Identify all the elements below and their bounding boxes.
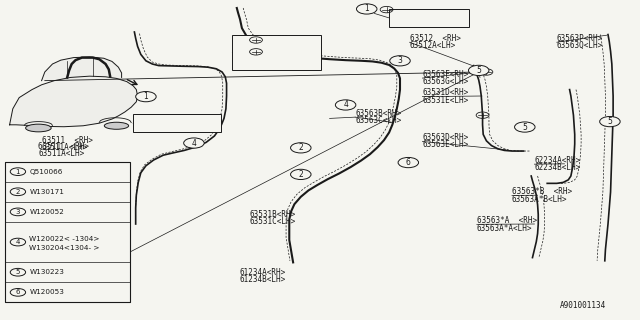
Text: W130171: W130171 <box>29 189 64 195</box>
Text: 4: 4 <box>191 139 196 148</box>
Circle shape <box>600 116 620 127</box>
Text: 63563F<RH>: 63563F<RH> <box>422 70 468 79</box>
Text: 63563E<LH>: 63563E<LH> <box>422 140 468 149</box>
Text: 63531D<RH>: 63531D<RH> <box>422 88 468 97</box>
Text: 1: 1 <box>143 92 148 101</box>
Text: 2: 2 <box>16 189 20 195</box>
Text: 3: 3 <box>397 56 403 65</box>
Text: 4: 4 <box>16 239 20 245</box>
Text: 63563A*B<LH>: 63563A*B<LH> <box>512 195 568 204</box>
Circle shape <box>291 143 311 153</box>
Text: 63562A*D<LH>: 63562A*D<LH> <box>237 62 292 71</box>
Ellipse shape <box>104 122 129 129</box>
Text: 63512  <RH>: 63512 <RH> <box>410 34 460 43</box>
Text: W120052: W120052 <box>29 209 64 215</box>
Text: 62234A<RH>: 62234A<RH> <box>534 156 580 165</box>
Text: A901001134: A901001134 <box>560 301 606 310</box>
Circle shape <box>10 168 26 175</box>
Text: 63563P<RH>: 63563P<RH> <box>557 34 603 43</box>
Circle shape <box>335 100 356 110</box>
Text: 63562A*B<LH>: 63562A*B<LH> <box>138 124 193 133</box>
Circle shape <box>10 289 26 296</box>
FancyBboxPatch shape <box>389 9 469 27</box>
Text: 63563C<LH>: 63563C<LH> <box>355 116 401 125</box>
Text: 63563*B  <RH>: 63563*B <RH> <box>512 188 572 196</box>
Text: 4: 4 <box>343 100 348 109</box>
Polygon shape <box>42 57 122 81</box>
Circle shape <box>468 65 489 76</box>
Circle shape <box>136 92 156 102</box>
Circle shape <box>184 138 204 148</box>
Circle shape <box>10 268 26 276</box>
Text: 2: 2 <box>298 143 303 152</box>
Text: 5: 5 <box>16 269 20 275</box>
Text: 5: 5 <box>607 117 612 126</box>
Text: 63562A*E<RH>: 63562A*E<RH> <box>237 36 292 44</box>
Text: 6: 6 <box>15 289 20 295</box>
Text: 61234B<LH>: 61234B<LH> <box>240 276 286 284</box>
Text: 63511A<LH>: 63511A<LH> <box>42 143 88 152</box>
Text: 5: 5 <box>476 66 481 75</box>
Text: 63563G<LH>: 63563G<LH> <box>422 77 468 86</box>
Text: 63511  <RH>: 63511 <RH> <box>38 142 89 151</box>
Text: W120022< -1304>: W120022< -1304> <box>29 236 100 243</box>
Text: 63563D<RH>: 63563D<RH> <box>422 133 468 142</box>
Text: 63512A<LH>: 63512A<LH> <box>410 41 456 50</box>
Circle shape <box>398 157 419 168</box>
FancyBboxPatch shape <box>133 114 221 132</box>
Text: 63511  <RH>: 63511 <RH> <box>42 136 92 145</box>
FancyBboxPatch shape <box>232 35 321 70</box>
Text: Q510066: Q510066 <box>29 169 63 175</box>
Text: 63562A*G<RH>: 63562A*G<RH> <box>396 10 451 19</box>
Text: W120053: W120053 <box>29 289 64 295</box>
Text: 63563*A  <RH>: 63563*A <RH> <box>477 216 537 225</box>
Text: 63531E<LH>: 63531E<LH> <box>422 96 468 105</box>
Text: 63562A*A<RH>: 63562A*A<RH> <box>138 117 193 126</box>
Circle shape <box>291 169 311 180</box>
Text: 1: 1 <box>15 169 20 175</box>
Text: 62234B<LH>: 62234B<LH> <box>534 164 580 172</box>
Text: 63531C<LH>: 63531C<LH> <box>250 217 296 226</box>
Text: 63531B<RH>: 63531B<RH> <box>250 210 296 219</box>
Text: 61234A<RH>: 61234A<RH> <box>240 268 286 277</box>
Circle shape <box>390 56 410 66</box>
Text: 63563B<RH>: 63563B<RH> <box>355 109 401 118</box>
Text: 63562A*C<RH>: 63562A*C<RH> <box>237 55 292 64</box>
Text: 3: 3 <box>15 209 20 215</box>
Circle shape <box>10 188 26 196</box>
Text: 63562A*H<LH>: 63562A*H<LH> <box>396 18 451 27</box>
Text: 1: 1 <box>364 4 369 13</box>
Circle shape <box>356 4 377 14</box>
Text: 63563A*A<LH>: 63563A*A<LH> <box>477 224 532 233</box>
Circle shape <box>515 122 535 132</box>
Text: 63563Q<LH>: 63563Q<LH> <box>557 41 603 50</box>
Text: W130223: W130223 <box>29 269 64 275</box>
Text: W130204<1304- >: W130204<1304- > <box>29 245 100 251</box>
Circle shape <box>10 208 26 216</box>
Text: 63562A*F<LH>: 63562A*F<LH> <box>237 43 292 52</box>
Text: 5: 5 <box>522 123 527 132</box>
Text: 63511A<LH>: 63511A<LH> <box>38 149 84 158</box>
Text: 6: 6 <box>406 158 411 167</box>
Bar <box>5 162 130 302</box>
Ellipse shape <box>26 124 51 132</box>
Circle shape <box>10 238 26 246</box>
Text: 2: 2 <box>298 170 303 179</box>
Polygon shape <box>10 76 138 127</box>
